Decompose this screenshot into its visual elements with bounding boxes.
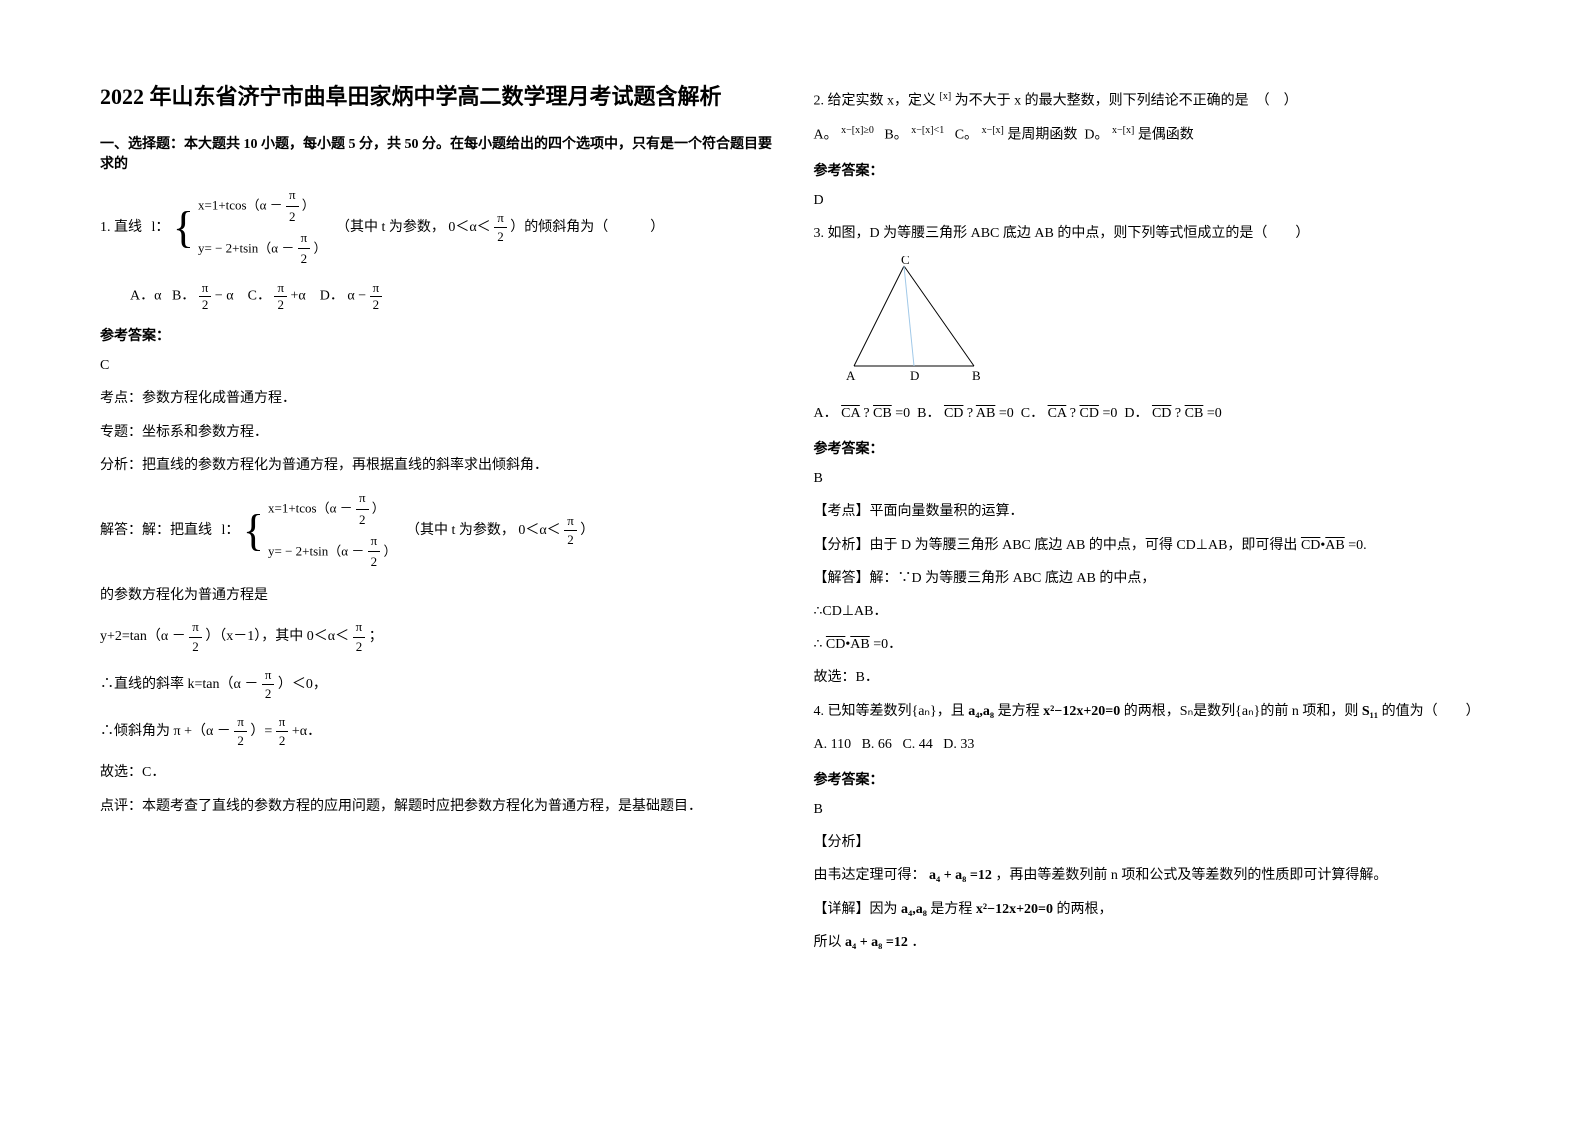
q2-answer-label: 参考答案： (814, 160, 1488, 180)
node-c-label: C (901, 256, 910, 267)
q2-options: A。 x−[x]≥0 B。 x−[x]<1 C。 x−[x] 是周期函数 D。 … (814, 122, 1488, 148)
q1-jieda: 解答：解：把直线 l： { x=1+tcos（α － π2 ） y= − 2+t… (100, 488, 774, 573)
q4-xiangjie: 【详解】因为 a₄,a₈ 是方程 x²−12x+20=0 的两根， (814, 897, 1488, 922)
q1-range-a: 0＜α＜ (448, 220, 490, 235)
section-header: 一、选择题：本大题共 10 小题，每小题 5 分，共 50 分。在每小题给出的四… (100, 133, 774, 173)
q1-param-note: （其中 t 为参数， (336, 220, 445, 235)
q1-optD-pre: D． (320, 289, 344, 304)
q1-kaodian: 考点：参数方程化成普通方程． (100, 386, 774, 411)
node-a-label: A (846, 368, 856, 383)
q1-optB-post: − α (215, 289, 234, 304)
brace-icon: { (173, 206, 194, 250)
node-d-label: D (910, 368, 919, 383)
q1-jieda2: 的参数方程化为普通方程是 (100, 583, 774, 608)
q1-label-l: l： (152, 220, 170, 235)
q4-answer-label: 参考答案： (814, 769, 1488, 789)
page-title: 2022 年山东省济宁市曲阜田家炳中学高二数学理月考试题含解析 (100, 80, 774, 113)
q3-jieda1: 【解答】解：∵D 为等腰三角形 ABC 底边 AB 的中点， (814, 566, 1488, 591)
q1-fenxi: 分析：把直线的参数方程化为普通方程，再根据直线的斜率求出倾斜角． (100, 453, 774, 478)
q1-eq1b: ） (302, 197, 315, 212)
q3-answer: B (814, 466, 1488, 491)
brace-icon: { (243, 509, 264, 553)
q1-optD-pre2: α − (347, 289, 369, 304)
q1-eq4: ∴直线的斜率 k=tan（α － π2 ）＜0， (100, 666, 774, 703)
q1-answer-label: 参考答案： (100, 325, 774, 345)
triangle-figure: C A D B (834, 256, 1488, 391)
q1-eq3: y+2=tan（α － π2 ）（x－1），其中 0＜α＜ π2 ； (100, 618, 774, 655)
node-b-label: B (972, 368, 981, 383)
q3-jieda3: ∴ CD•AB =0． (814, 632, 1488, 657)
q4-options: A. 110 B. 66 C. 44 D. 33 (814, 732, 1488, 757)
q1-options: A．α B． π2 − α C． π2 +α D． α − π2 (130, 280, 774, 313)
q1-eq2a: y= − 2+tsin（α － (198, 240, 294, 255)
q3-answer-label: 参考答案： (814, 438, 1488, 458)
q1-stem: 1. 直线 l： { x=1+tcos（α － π2 ） y= − 2+tsin… (100, 185, 774, 270)
q4-fenxi-label: 【分析】 (814, 830, 1488, 855)
q3-fenxi: 【分析】由于 D 为等腰三角形 ABC 底边 AB 的中点，可得 CD⊥AB，即… (814, 533, 1488, 558)
q1-jieda-pre: 解答：解：把直线 (100, 523, 212, 538)
q1-eq2b: ） (313, 240, 326, 255)
q1-dianping: 点评：本题考查了直线的参数方程的应用问题，解题时应把参数方程化为普通方程，是基础… (100, 794, 774, 819)
q3-jieda4: 故选：B． (814, 665, 1488, 690)
q4-suoyi: 所以 a₄ + a₈ =12 ． (814, 930, 1488, 955)
q1-eq5: ∴倾斜角为 π +（α － π2 ）= π2 +α． (100, 713, 774, 750)
triangle-svg: C A D B (834, 256, 994, 386)
q2-answer: D (814, 188, 1488, 213)
q1-eq1a: x=1+tcos（α － (198, 197, 283, 212)
right-column: 2. 给定实数 x，定义 [x] 为不大于 x 的最大整数，则下列结论不正确的是… (814, 80, 1488, 1082)
q2-stem: 2. 给定实数 x，定义 [x] 为不大于 x 的最大整数，则下列结论不正确的是… (814, 88, 1488, 114)
left-column: 2022 年山东省济宁市曲阜田家炳中学高二数学理月考试题含解析 一、选择题：本大… (100, 80, 774, 1082)
q1-optB-pre: B． (172, 289, 195, 304)
q1-answer: C (100, 353, 774, 378)
q1-guxuan: 故选：C． (100, 760, 774, 785)
q1-suffix: ）的倾斜角为（ ） (510, 220, 664, 235)
q3-options: A． CA ? CB =0 B． CD ? AB =0 C． CA ? CD =… (814, 401, 1488, 426)
q1-zhuanti: 专题：坐标系和参数方程． (100, 420, 774, 445)
q3-stem: 3. 如图，D 为等腰三角形 ABC 底边 AB 的中点，则下列等式恒成立的是（… (814, 221, 1488, 246)
q1-optA: A．α (130, 289, 161, 304)
q4-stem: 4. 已知等差数列{aₙ}，且 a₄,a₈ 是方程 x²−12x+20=0 的两… (814, 699, 1488, 724)
q1-prefix: 1. 直线 (100, 220, 142, 235)
q1-optC-pre: C． (248, 289, 271, 304)
q4-fenxi: 由韦达定理可得： a₄ + a₈ =12 ，再由等差数列前 n 项和公式及等差数… (814, 863, 1488, 888)
q1-optC-post: +α (291, 289, 306, 304)
q3-kaodian: 【考点】平面向量数量积的运算． (814, 499, 1488, 524)
q3-jieda2: ∴CD⊥AB． (814, 599, 1488, 624)
q4-answer: B (814, 797, 1488, 822)
